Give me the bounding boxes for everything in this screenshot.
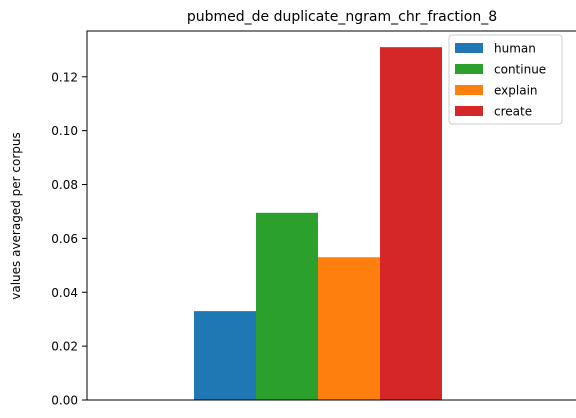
bar-create	[380, 47, 442, 400]
legend-label-create: create	[494, 105, 532, 119]
bar-explain	[318, 257, 380, 400]
chart-title: pubmed_de duplicate_ngram_chr_fraction_8	[187, 9, 497, 25]
legend-swatch-create	[455, 106, 483, 116]
legend-label-explain: explain	[494, 84, 538, 98]
y-tick-label: 0.02	[51, 340, 78, 354]
y-tick-label: 0.00	[51, 394, 78, 408]
legend-swatch-continue	[455, 64, 483, 74]
bars	[194, 47, 442, 400]
legend-label-human: human	[494, 42, 536, 56]
bar-human	[194, 311, 256, 400]
legend-swatch-explain	[455, 85, 483, 95]
legend-swatch-human	[455, 43, 483, 53]
y-tick-label: 0.08	[51, 178, 78, 192]
y-tick-label: 0.06	[51, 232, 78, 246]
y-tick-label: 0.04	[51, 286, 78, 300]
bar-continue	[256, 212, 318, 400]
legend: human continue explain create	[448, 34, 563, 125]
y-tick-label: 0.12	[51, 70, 78, 84]
y-axis-label: values averaged per corpus	[9, 132, 23, 300]
plot-frame	[86, 30, 576, 401]
legend-label-continue: continue	[494, 63, 546, 77]
y-axis: 0.00 0.02 0.04 0.06 0.08 0.10 0.12	[51, 70, 87, 408]
legend-box	[448, 34, 563, 125]
y-tick-label: 0.10	[51, 124, 78, 138]
